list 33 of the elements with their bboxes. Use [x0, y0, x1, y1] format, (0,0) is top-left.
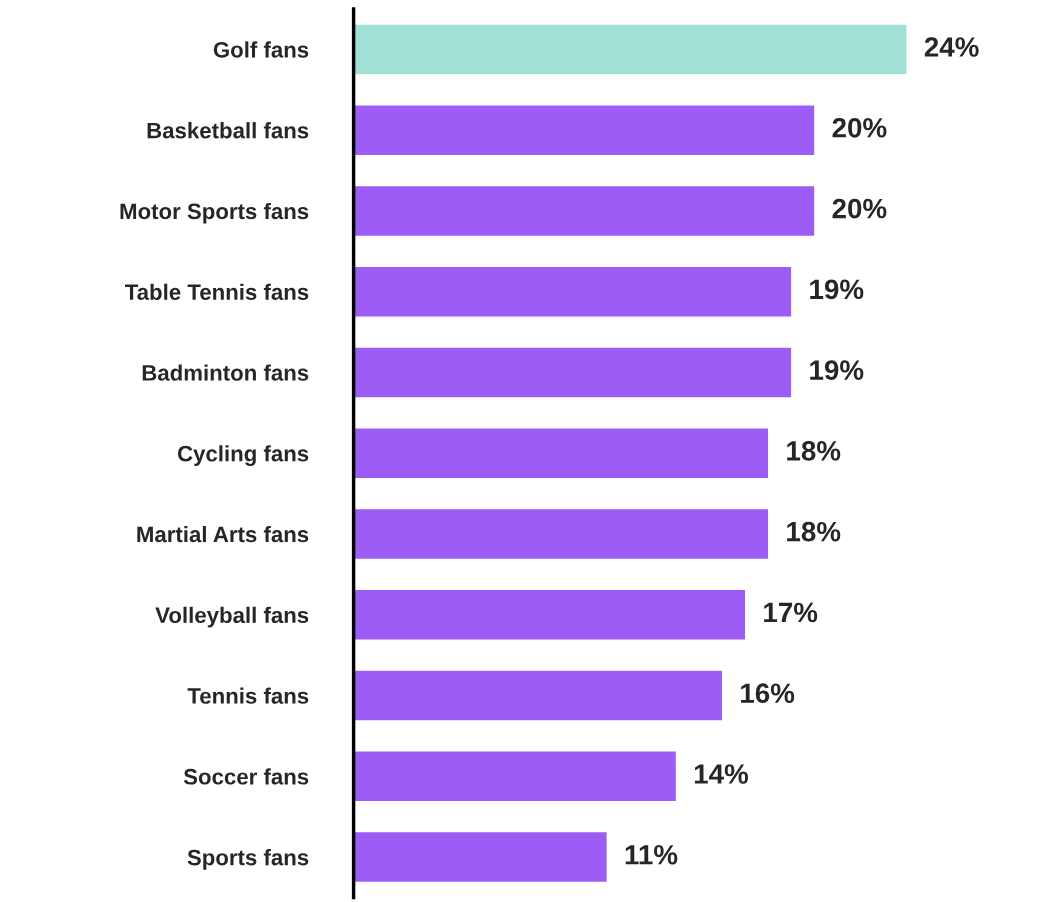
data-label: 18%: [787, 441, 841, 461]
bar: [353, 830, 609, 884]
bar: [353, 750, 678, 803]
y-tick-label: Badminton fans: [142, 364, 309, 381]
bar: [353, 184, 816, 238]
bar: [353, 346, 793, 399]
data-label: 19%: [810, 279, 864, 300]
bar: [353, 23, 908, 76]
bar: [353, 265, 793, 318]
bar: [353, 104, 816, 157]
bar: [353, 588, 747, 641]
y-tick-label: Basketball fans: [147, 122, 309, 139]
data-label: 24%: [924, 37, 979, 57]
bar: [353, 669, 724, 722]
data-label: 11%: [625, 844, 678, 865]
data-label: 17%: [764, 602, 818, 623]
y-tick-label: Golf fans: [213, 41, 309, 58]
bar: [353, 427, 770, 480]
y-tick-label: Cycling fans: [177, 445, 309, 467]
y-tick-label: Volleyball fans: [155, 606, 309, 628]
y-tick-label: Martial Arts fans: [137, 525, 309, 543]
y-tick-label: Tennis fans: [187, 687, 309, 704]
data-label: 18%: [787, 521, 841, 542]
data-label: 14%: [694, 764, 749, 784]
data-label: 16%: [741, 683, 795, 704]
bar: [353, 507, 770, 561]
y-tick-label: Sports fans: [187, 849, 309, 870]
y-tick-label: Table Tennis fans: [125, 283, 309, 300]
data-label: 20%: [832, 117, 887, 138]
data-label: 19%: [810, 360, 864, 380]
y-tick-label: Soccer fans: [183, 768, 309, 785]
data-label: 20%: [832, 198, 887, 219]
y-tick-label: Motor Sports fans: [120, 202, 309, 224]
